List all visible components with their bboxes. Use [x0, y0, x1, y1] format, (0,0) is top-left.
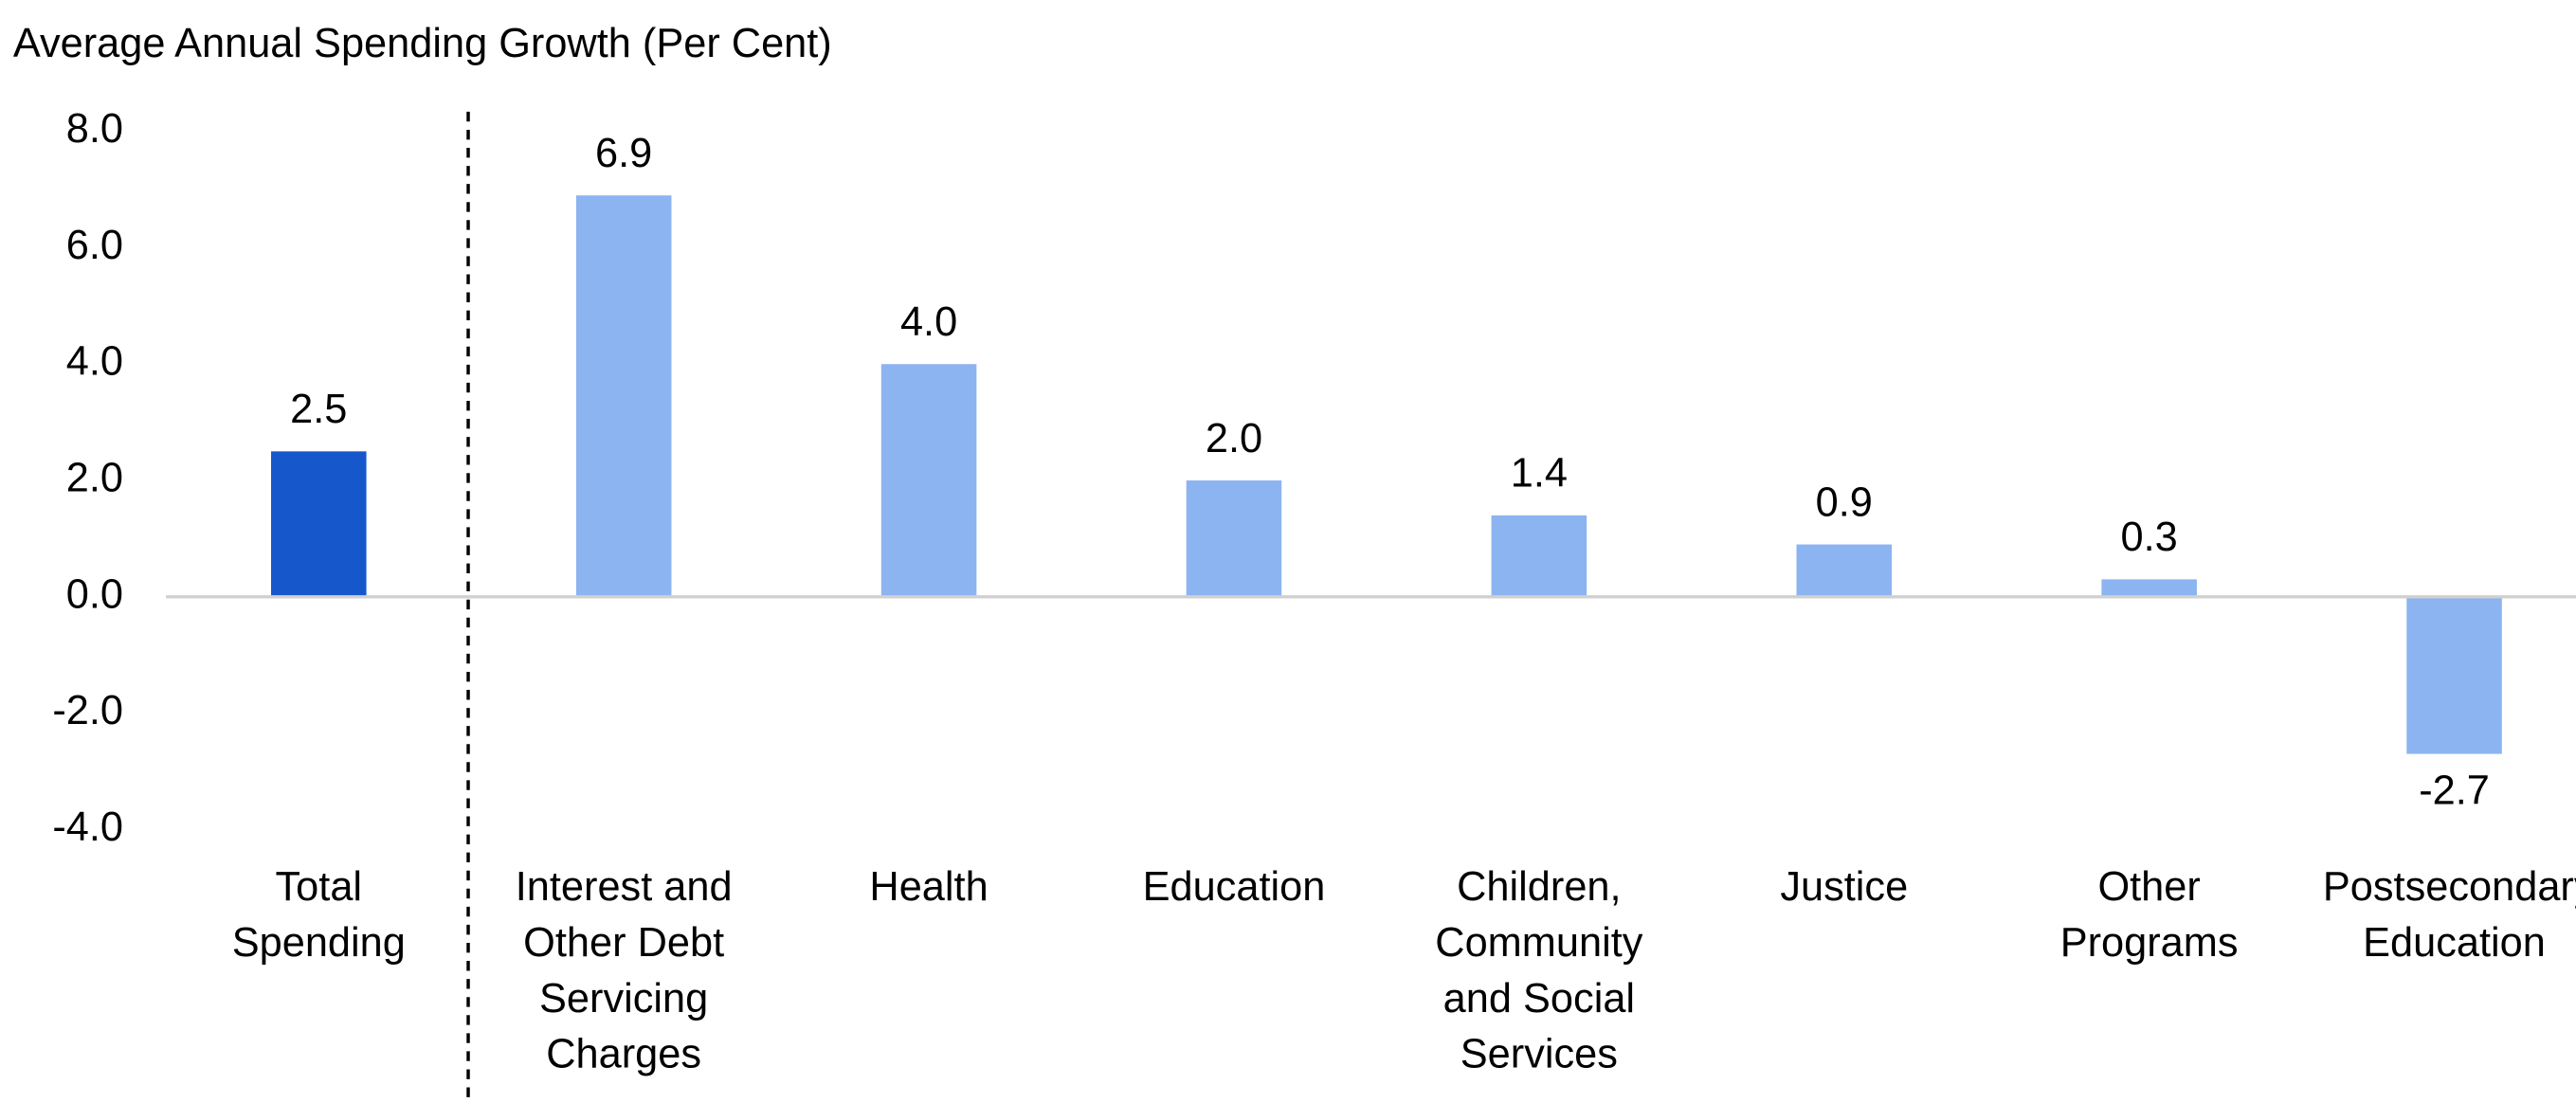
bar: [1491, 515, 1587, 597]
x-label-box: Other Programs: [2059, 863, 2239, 967]
x-tick-label: Other Programs: [2059, 863, 2239, 967]
x-label-box: Education: [1142, 863, 1326, 911]
value-label: 0.9: [1816, 479, 1873, 525]
x-tick-label: Postsecondary Education: [2322, 863, 2576, 967]
y-tick-label: 6.0: [66, 223, 123, 268]
bar: [880, 364, 977, 597]
bar: [2101, 579, 2197, 597]
y-tick-label: 4.0: [66, 339, 123, 385]
x-tick-label: Children, Community and Social Services: [1435, 863, 1643, 1078]
y-tick-label: 2.0: [66, 455, 123, 500]
y-tick-label: -4.0: [52, 805, 123, 850]
x-tick-label: Interest and Other Debt Servicing Charge…: [515, 863, 733, 1078]
bar: [2406, 596, 2502, 754]
y-tick-label: 0.0: [66, 571, 123, 617]
x-label-box: Total Spending: [231, 863, 406, 967]
bar: [575, 195, 672, 597]
value-label: 1.4: [1511, 451, 1568, 497]
value-label: -2.7: [2419, 768, 2490, 814]
value-label: 2.0: [1206, 416, 1262, 461]
bar: [1796, 544, 1893, 597]
x-label-box: Children, Community and Social Services: [1435, 863, 1643, 1078]
y-tick-label: 8.0: [66, 106, 123, 152]
bar: [1186, 480, 1282, 597]
value-label: 2.5: [290, 387, 347, 432]
x-tick-label: Education: [1142, 863, 1326, 911]
x-label-box: Postsecondary Education: [2322, 863, 2576, 967]
x-tick-label: Justice: [1780, 863, 1909, 911]
chart-title: Average Annual Spending Growth (Per Cent…: [13, 21, 832, 66]
x-label-box: Justice: [1780, 863, 1909, 911]
x-tick-label: Total Spending: [231, 863, 406, 967]
value-label: 6.9: [595, 131, 652, 176]
value-label: 0.3: [2121, 515, 2178, 560]
x-label-box: Interest and Other Debt Servicing Charge…: [515, 863, 733, 1078]
x-tick-label: Health: [869, 863, 989, 911]
value-label: 4.0: [900, 299, 957, 345]
bar: [271, 451, 367, 597]
x-label-box: Health: [869, 863, 989, 911]
y-tick-label: -2.0: [52, 688, 123, 733]
